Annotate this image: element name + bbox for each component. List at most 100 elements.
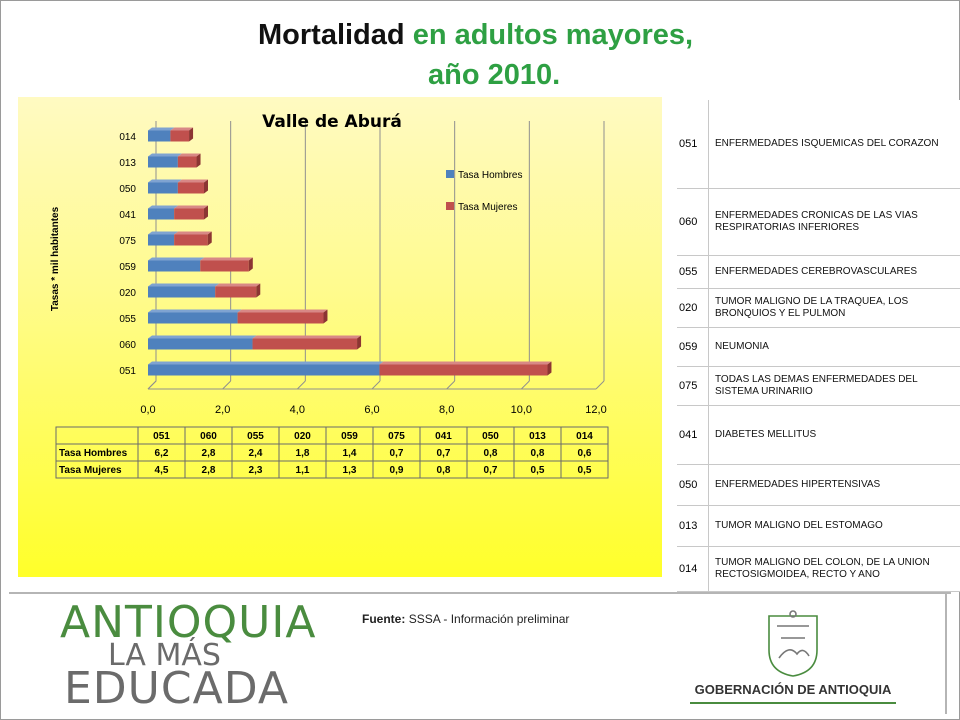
cause-code: 075 <box>677 367 709 405</box>
chart-title: Valle de Aburá <box>262 112 402 132</box>
bar-mujeres <box>252 338 358 350</box>
bar-mujeres-top <box>215 283 261 287</box>
data-table-mujeres-value: 1,1 <box>296 465 310 476</box>
bar-mujeres-top <box>174 231 212 235</box>
bar-hombres-top <box>148 309 242 313</box>
y-tick-label: 020 <box>119 288 136 299</box>
bar-mujeres-side <box>357 335 362 350</box>
bar-mujeres-side <box>323 309 328 324</box>
cause-code: 060 <box>677 189 709 255</box>
coat-of-arms-icon <box>768 610 818 677</box>
data-table-header: 050 <box>482 431 499 442</box>
bar-hombres <box>148 338 253 350</box>
bar-mujeres <box>237 312 324 324</box>
data-table-hombres-value: 0,7 <box>437 448 451 459</box>
cause-code: 020 <box>677 289 709 327</box>
bar-mujeres-side <box>189 127 194 142</box>
data-table-mujeres-value: 2,8 <box>202 465 216 476</box>
data-table-hombres-value: 2,8 <box>202 448 216 459</box>
y-tick-label: 041 <box>119 210 136 221</box>
bar-mujeres-top <box>252 335 362 339</box>
cause-description: TUMOR MALIGNO DEL COLON, DE LA UNION REC… <box>715 557 930 580</box>
bar-mujeres-top <box>170 127 194 131</box>
legend-swatch-mujeres <box>446 202 454 210</box>
x-tick-label: 8,0 <box>439 404 454 416</box>
gridline-floor <box>147 380 157 390</box>
cause-code: 013 <box>677 506 709 546</box>
code-row: 051 ENFERMEDADES ISQUEMICAS DEL CORAZON <box>677 100 960 189</box>
bar-mujeres <box>379 364 548 376</box>
x-tick-label: 4,0 <box>290 404 305 416</box>
bar-hombres <box>148 286 216 298</box>
bar-mujeres-side <box>207 231 212 246</box>
legend-label-hombres: Tasa Hombres <box>458 170 522 181</box>
legend-swatch-hombres <box>446 170 454 178</box>
x-tick-label: 6,0 <box>364 404 379 416</box>
data-table-mujeres-value: 0,8 <box>437 465 451 476</box>
bar-hombres-top <box>148 179 182 183</box>
bar-mujeres <box>177 182 204 194</box>
y-axis-label: Tasas * mil habitantes <box>50 206 61 311</box>
bar-hombres-top <box>148 335 257 339</box>
gridline-floor <box>222 380 232 390</box>
bar-hombres <box>148 130 171 142</box>
title-year: año 2010. <box>428 59 561 91</box>
bar-mujeres <box>200 260 249 272</box>
bar-mujeres-top <box>177 153 201 157</box>
data-table-hombres-value: 1,8 <box>296 448 310 459</box>
cause-description: TUMOR MALIGNO DEL ESTOMAGO <box>715 520 883 531</box>
data-table-row-label: Tasa Mujeres <box>59 465 122 476</box>
cause-description: ENFERMEDADES CRONICAS DE LAS VIAS RESPIR… <box>715 210 918 233</box>
data-table-mujeres-value: 0,7 <box>484 465 498 476</box>
code-row: 060 ENFERMEDADES CRONICAS DE LAS VIAS RES… <box>677 189 960 256</box>
data-table-mujeres-value: 2,3 <box>249 465 263 476</box>
y-tick-label: 055 <box>119 314 136 325</box>
code-row: 020 TUMOR MALIGNO DE LA TRAQUEA, LOS BRON… <box>677 289 960 328</box>
y-tick-label: 051 <box>119 366 136 377</box>
bar-hombres <box>148 234 175 246</box>
bar-hombres <box>148 364 380 376</box>
bar-hombres-top <box>148 257 205 261</box>
data-table-header: 020 <box>294 431 311 442</box>
logo-line-2: LA MÁS <box>108 638 221 673</box>
gobernacion-rule <box>690 702 896 704</box>
cause-code: 050 <box>677 465 709 505</box>
data-table-border <box>55 426 609 479</box>
bar-hombres <box>148 260 201 272</box>
gridline-floor <box>446 380 456 390</box>
cause-description: ENFERMEDADES HIPERTENSIVAS <box>715 479 881 490</box>
bar-mujeres <box>215 286 257 298</box>
bar-mujeres-side <box>196 153 201 168</box>
data-table-hombres-value: 0,6 <box>578 448 592 459</box>
x-tick-label: 10,0 <box>511 404 532 416</box>
code-row: 013 TUMOR MALIGNO DEL ESTOMAGO <box>677 506 960 547</box>
cause-code-table: 051 ENFERMEDADES ISQUEMICAS DEL CORAZON 06… <box>677 100 960 592</box>
code-row: 014 TUMOR MALIGNO DEL COLON, DE LA UNION … <box>677 547 960 592</box>
cause-description: NEUMONIA <box>715 341 769 352</box>
bar-hombres <box>148 312 238 324</box>
cause-code: 014 <box>677 547 709 591</box>
gobernacion-name: GOBERNACIÓN DE ANTIOQUIA <box>694 682 892 697</box>
data-table-row-label: Tasa Hombres <box>59 448 128 459</box>
cause-code: 041 <box>677 406 709 464</box>
gridline-floor <box>296 380 306 390</box>
code-row: 041 DIABETES MELLITUS <box>677 406 960 465</box>
code-row: 050 ENFERMEDADES HIPERTENSIVAS <box>677 465 960 506</box>
x-tick-label: 2,0 <box>215 404 230 416</box>
bar-mujeres-top <box>237 309 328 313</box>
bar-hombres-top <box>148 283 220 287</box>
gridline-floor <box>520 380 530 390</box>
bar-hombres <box>148 182 178 194</box>
y-tick-label: 075 <box>119 236 136 247</box>
bar-hombres-top <box>148 127 175 131</box>
cause-description: ENFERMEDADES ISQUEMICAS DEL CORAZON <box>715 138 939 149</box>
x-tick-label: 0,0 <box>140 404 155 416</box>
chart-svg: 0,0 2,0 4,0 6,0 8,0 10,0 12,0 Valle de Aburá Tas… <box>50 112 609 479</box>
cause-code: 051 <box>677 100 709 188</box>
cause-description: TUMOR MALIGNO DE LA TRAQUEA, LOS BRONQUI… <box>715 296 909 319</box>
bar-mujeres-top <box>379 361 552 365</box>
data-table-header: 051 <box>153 431 170 442</box>
bar-mujeres <box>174 208 204 220</box>
title-black-part: Mortalidad <box>258 19 405 51</box>
y-tick-label: 060 <box>119 340 136 351</box>
